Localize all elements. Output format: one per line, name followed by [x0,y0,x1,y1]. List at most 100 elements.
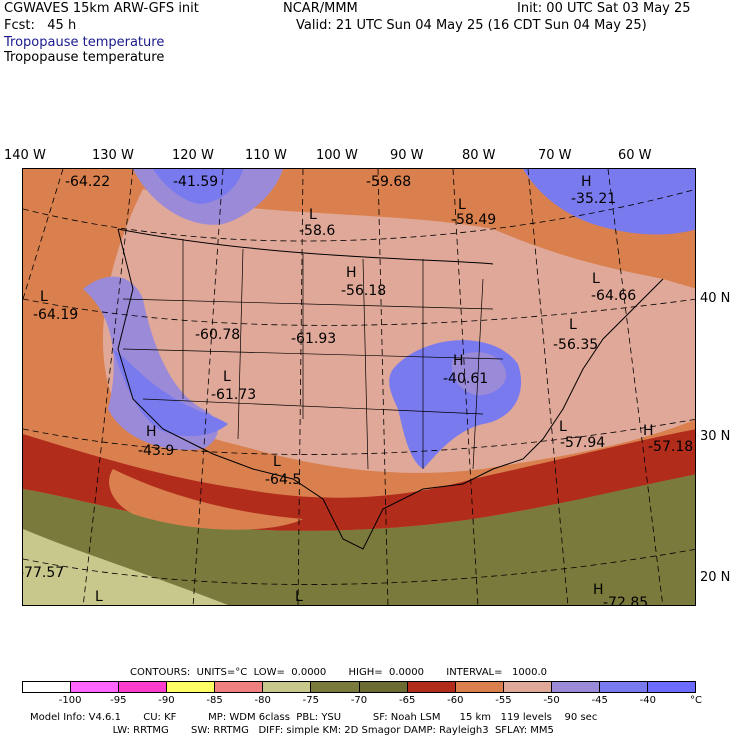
colorbar-label: -55 [495,695,512,706]
value-label: -72.85 [603,595,648,606]
lon-label-80w: 80 W [462,148,496,163]
lon-label-100w: 100 W [316,148,358,163]
low-marker: L [569,317,577,333]
colorbar-swatch [23,682,72,692]
state-lines-horizontal [122,298,504,415]
canada-border [117,228,494,265]
colorbar-label: -50 [543,695,560,706]
value-label: -56.18 [341,283,386,299]
lon-label-130w: 130 W [92,148,134,163]
high-marker: H [643,423,654,439]
value-label: -60.78 [195,327,240,343]
lon-label-140w: 140 W [4,148,46,163]
map-panel: -64.22 -41.59 -59.68 H -35.21 L -58.6 L … [22,168,696,606]
value-label: -61.73 [211,387,256,403]
value-label: -58.49 [451,212,496,228]
colorbar-swatch [648,682,696,692]
lon-label-70w: 70 W [538,148,572,163]
value-label: -58.6 [299,223,335,239]
lon-label-120w: 120 W [172,148,214,163]
colorbar-label: -40 [639,695,657,706]
low-marker: L [592,271,600,287]
colorbar-swatch [407,682,456,692]
value-label: -77.57 [23,565,64,581]
low-marker: L [309,207,317,223]
high-marker: H [593,582,604,598]
init-time: Init: 00 UTC Sat 03 May 25 [517,1,691,16]
value-label: -57.18 [648,439,693,455]
colorbar-swatch [119,682,168,692]
low-marker: L [95,589,103,605]
colorbar-swatch [455,682,504,692]
colorbar-swatch [215,682,264,692]
value-label: -64.22 [65,174,110,190]
shading-blue-west [113,349,228,437]
model-info-line1: Model Info: V4.6.1 CU: KF MP: WDM 6class… [30,712,598,723]
valid-time: Valid: 21 UTC Sun 04 May 25 (16 CDT Sun … [296,18,647,33]
high-marker: H [453,353,464,369]
high-marker: H [146,424,157,440]
coastline [117,228,664,550]
forecast-hour: Fcst: 45 h [4,18,77,33]
lat-label-30n: 30 N [700,429,731,444]
lon-label-90w: 90 W [390,148,424,163]
low-marker: L [40,289,48,305]
lon-label-110w: 110 W [245,148,287,163]
colorbar-label: -80 [254,695,271,706]
low-marker: L [273,454,281,470]
map-canvas: -64.22 -41.59 -59.68 H -35.21 L -58.6 L … [23,169,695,606]
colorbar-label: °C [690,695,702,706]
colorbar-swatch [503,682,552,692]
value-label: -64.66 [591,288,636,304]
graticule [23,169,695,605]
field-title-shaded: Tropopause temperature [4,35,165,50]
colorbar-label: -85 [206,695,223,706]
field-title-contour: Tropopause temperature [4,50,165,65]
model-info-line2: LW: RRTMG SW: RRTMG DIFF: simple KM: 2D … [30,725,554,736]
low-marker: L [559,419,567,435]
shading-olive-south [23,474,695,605]
colorbar-swatch [311,682,360,692]
value-label: -57.94 [560,435,605,451]
shading-blue-northeast [523,169,695,235]
value-label: -64.19 [33,307,78,323]
value-label: -43.9 [138,443,174,459]
colorbar-swatch [263,682,312,692]
shading-blue-north [153,169,243,204]
colorbar [22,681,696,693]
value-label: -40.61 [443,371,488,387]
colorbar-label: -65 [398,695,416,706]
high-marker: H [581,174,592,190]
value-label: -35.21 [571,191,616,207]
colorbar-swatch [167,682,216,692]
shading-salmon [109,469,303,530]
colorbar-label: -100 [58,695,82,706]
state-lines-vertical [182,239,484,470]
lon-label-60w: 60 W [618,148,652,163]
value-label: -61.93 [291,331,336,347]
low-marker: L [223,369,231,385]
value-label: -41.59 [173,174,218,190]
low-marker: L [458,197,466,213]
lat-label-40n: 40 N [700,291,731,306]
colorbar-swatch [551,682,600,692]
value-label: -56.35 [553,337,598,353]
colorbar-swatch [599,682,649,692]
colorbar-swatch [71,682,120,692]
org-label: NCAR/MMM [283,1,358,16]
contours-info: CONTOURS: UNITS=°C LOW= 0.0000 HIGH= 0.0… [130,667,548,678]
shading-light-olive [23,529,228,605]
shading-pink-band [103,189,695,473]
high-marker: H [346,265,357,281]
colorbar-label: -45 [591,695,608,706]
colorbar-label: -95 [110,695,127,706]
colorbar-swatch [359,682,408,692]
colorbar-label: -70 [350,695,368,706]
colorbar-label: -60 [447,695,464,706]
model-title: CGWAVES 15km ARW-GFS init [4,1,199,16]
colorbar-label: -90 [158,695,175,706]
lat-label-20n: 20 N [700,570,731,585]
value-label: -59.68 [366,174,411,190]
low-marker: L [295,589,303,605]
colorbar-label: -75 [302,695,320,706]
